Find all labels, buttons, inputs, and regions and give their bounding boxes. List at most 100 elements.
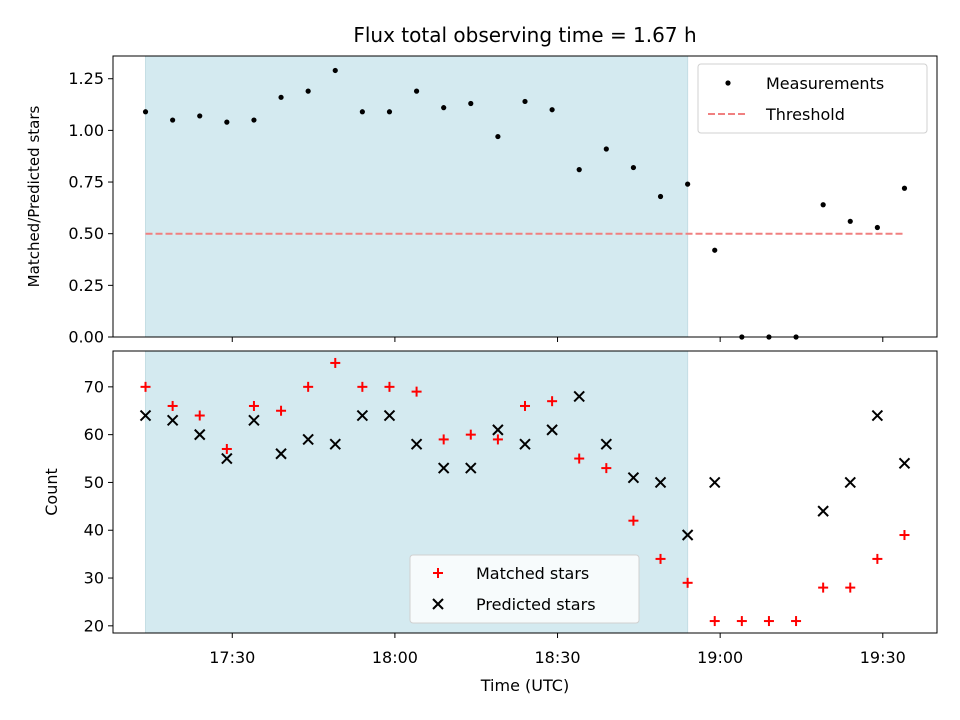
legend-threshold-label: Threshold	[765, 105, 845, 124]
x-tick-label: 18:30	[534, 648, 580, 667]
bottom-y-tick-label: 60	[84, 425, 104, 444]
x-tick-label: 17:30	[209, 648, 255, 667]
predicted-star-point	[302, 433, 314, 446]
predicted-star-point	[709, 476, 721, 489]
predicted-star-point	[898, 457, 911, 470]
predicted-star-point	[844, 476, 856, 489]
measurement-point	[495, 133, 501, 140]
measurement-point	[170, 117, 176, 123]
measurement-point	[278, 94, 284, 100]
matched-star-point	[601, 463, 612, 474]
legend-measurements-marker	[725, 80, 731, 86]
legend-matched-label: Matched stars	[476, 564, 589, 583]
matched-star-point	[763, 616, 774, 627]
bottom-y-tick-label: 20	[84, 616, 104, 635]
predicted-star-point	[139, 409, 152, 422]
matched-star-point	[167, 400, 178, 411]
top-y-tick-label: 1.25	[68, 69, 104, 88]
measurement-point	[603, 146, 609, 152]
matched-star-point	[465, 429, 476, 440]
bottom-y-tick-label: 70	[84, 377, 104, 396]
predicted-star-point	[194, 428, 206, 441]
top-y-ticks: 0.00 0.25 0.50 0.75 1.00 1.25	[68, 69, 113, 347]
measurement-point	[847, 218, 853, 224]
predicted-star-point	[573, 390, 585, 403]
top-legend-box	[697, 63, 928, 134]
bottom-legend: Matched stars Predicted stars	[409, 554, 640, 624]
bottom-panel: 20 30 40 50 60 70 17:30 18:00 18:30 19:00 19:30 T…	[42, 350, 938, 695]
measurement-point	[197, 113, 203, 119]
measurement-point	[413, 88, 420, 94]
matched-star-point	[574, 453, 585, 464]
predicted-stars-points	[139, 390, 911, 541]
predicted-star-point	[437, 462, 450, 474]
bottom-y-tick-label: 40	[84, 521, 104, 540]
predicted-star-point	[465, 462, 477, 474]
x-axis-label: Time (UTC)	[480, 676, 569, 695]
measurement-point	[305, 88, 311, 94]
bottom-y-axis-label: Count	[42, 468, 61, 516]
top-y-tick-label: 0.50	[68, 224, 104, 243]
measurement-point	[712, 247, 718, 253]
bottom-y-tick-label: 50	[84, 473, 104, 492]
matched-star-point	[248, 400, 259, 411]
measurement-point	[522, 98, 528, 105]
predicted-star-point	[817, 505, 829, 517]
bottom-y-ticks: 20 30 40 50 60 70	[84, 377, 113, 635]
matched-star-point	[791, 616, 802, 627]
top-y-tick-label: 1.00	[68, 121, 104, 140]
matched-star-point	[655, 553, 666, 564]
predicted-star-point	[410, 438, 423, 450]
x-tick-label: 18:00	[372, 648, 418, 667]
predicted-star-point	[600, 438, 613, 450]
x-tick-label: 19:30	[860, 648, 906, 667]
measurement-point	[874, 224, 880, 231]
matched-star-point	[357, 381, 368, 392]
matched-star-point	[547, 396, 558, 407]
measurement-point	[576, 167, 582, 173]
matched-star-point	[140, 381, 151, 392]
measurement-point	[359, 109, 365, 115]
predicted-star-point	[221, 452, 233, 465]
measurement-point	[386, 109, 393, 115]
matched-star-point	[872, 553, 883, 564]
legend-predicted-marker	[432, 598, 444, 610]
matched-star-point	[818, 582, 829, 593]
matched-star-point	[492, 434, 503, 445]
top-x-ticks	[231, 337, 884, 342]
legend-measurements-label: Measurements	[766, 74, 884, 93]
top-panel: 0.00 0.25 0.50 0.75 1.00 1.25 Flux total obse…	[25, 23, 938, 347]
matched-star-point	[221, 443, 232, 454]
measurement-point	[549, 107, 555, 113]
bottom-legend-box	[409, 554, 640, 624]
predicted-star-point	[275, 448, 287, 460]
measurement-point	[630, 164, 637, 171]
measurement-point	[224, 119, 230, 125]
bottom-y-tick-label: 30	[84, 569, 104, 588]
predicted-star-point	[356, 409, 369, 422]
measurement-points	[142, 67, 908, 340]
legend-predicted-label: Predicted stars	[476, 595, 596, 614]
matched-star-point	[682, 577, 693, 588]
matched-star-point	[330, 357, 341, 368]
matched-star-point	[520, 400, 530, 411]
measurement-point	[901, 185, 908, 191]
chart-title: Flux total observing time = 1.67 h	[353, 23, 696, 47]
measurement-point	[657, 193, 664, 200]
bottom-x-ticks: 17:30 18:00 18:30 19:00 19:30	[209, 633, 906, 667]
measurement-point	[468, 100, 474, 107]
predicted-star-point	[492, 424, 504, 436]
predicted-star-point	[166, 414, 179, 427]
top-observing-span	[145, 55, 689, 338]
matched-star-point	[438, 434, 449, 445]
top-y-tick-label: 0.00	[68, 328, 104, 347]
predicted-star-point	[519, 438, 531, 450]
predicted-star-point	[681, 529, 694, 541]
matched-star-point	[384, 381, 395, 392]
predicted-star-point	[627, 471, 640, 484]
matched-star-point	[411, 386, 422, 397]
matched-stars-points	[140, 357, 910, 627]
matched-star-point	[628, 515, 639, 526]
predicted-star-point	[248, 414, 260, 427]
